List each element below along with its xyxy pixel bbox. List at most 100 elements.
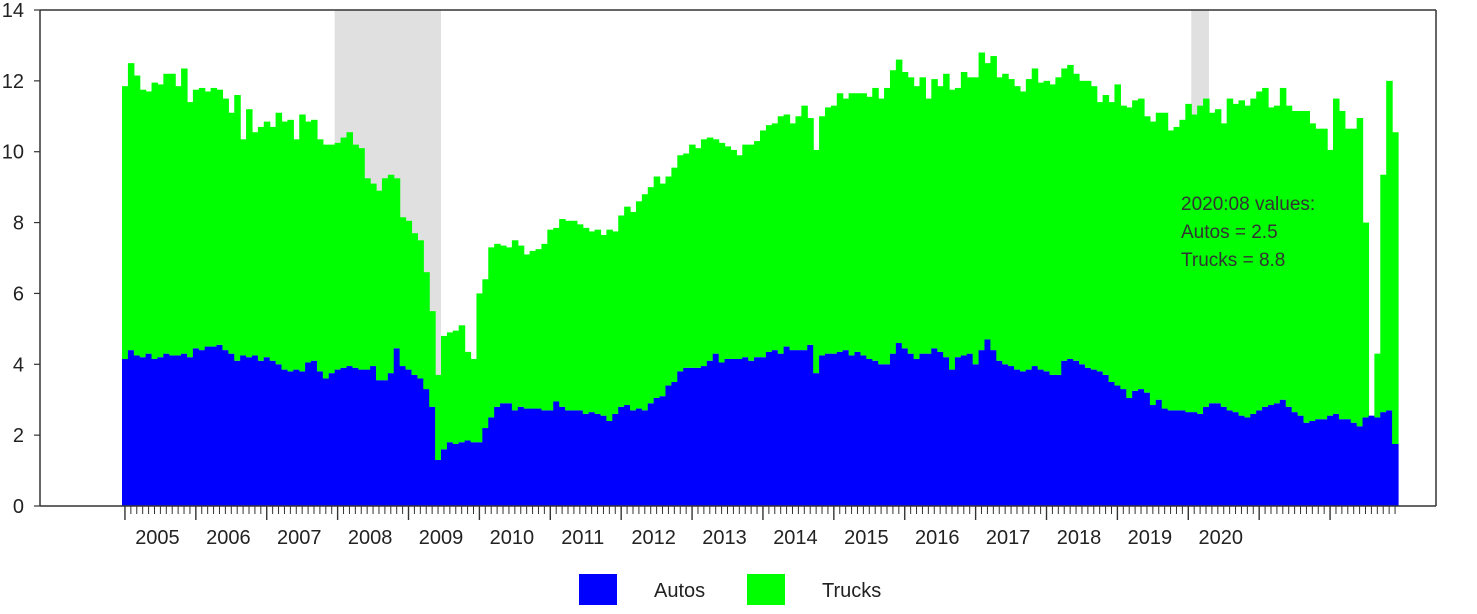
bar-autos [919, 353, 927, 506]
bar-trucks [1273, 105, 1281, 404]
bar-autos [169, 355, 176, 506]
bar-autos [1173, 410, 1181, 506]
bar-autos [624, 405, 631, 506]
bar-autos [565, 410, 572, 506]
x-tick-label-year: 2010 [490, 527, 535, 549]
bar-trucks [423, 272, 430, 390]
bar-autos [364, 369, 371, 506]
bar-autos [1025, 369, 1033, 506]
bar-autos [925, 353, 932, 506]
bar-autos [1327, 415, 1334, 506]
bar-autos [299, 371, 306, 506]
bar-trucks [972, 77, 980, 365]
bar-trucks [683, 153, 690, 368]
bar-autos [830, 353, 838, 506]
bar-autos [860, 355, 867, 506]
bar-autos [1149, 405, 1157, 506]
bar-autos [1392, 444, 1399, 506]
bar-autos [458, 442, 466, 506]
bar-trucks [588, 231, 596, 413]
bar-trucks [925, 98, 932, 354]
bar-trucks [417, 240, 424, 379]
bar-trucks [671, 167, 678, 382]
bar-trucks [122, 86, 129, 359]
bar-autos [269, 360, 277, 506]
bar-trucks [1043, 80, 1051, 372]
bar-trucks [659, 183, 667, 397]
bar-autos [943, 357, 950, 506]
bar-autos [275, 364, 283, 506]
bar-trucks [376, 190, 383, 381]
x-tick-label-year: 2020 [1199, 527, 1244, 549]
bar-trucks [435, 374, 442, 460]
bar-trucks [1386, 80, 1393, 411]
bars [122, 52, 1399, 506]
bar-trucks [777, 116, 785, 354]
bar-trucks [399, 217, 407, 367]
bar-trucks [1079, 80, 1086, 365]
bar-trucks [1327, 149, 1334, 416]
bar-autos [1061, 360, 1068, 506]
bar-autos [789, 350, 797, 506]
bar-trucks [1073, 73, 1080, 361]
bar-autos [1073, 360, 1080, 506]
bar-autos [151, 358, 159, 506]
annotation-line-1: 2020:08 values: [1181, 194, 1315, 215]
bar-autos [854, 351, 862, 506]
bar-autos [1208, 403, 1216, 506]
bar-autos [145, 353, 153, 506]
bar-trucks [1037, 82, 1045, 370]
bar-trucks [1002, 73, 1009, 365]
bar-autos [777, 353, 785, 506]
bar-autos [819, 355, 826, 506]
bar-trucks [1279, 87, 1287, 400]
x-tick-label-year: 2006 [206, 527, 251, 549]
bar-trucks [1350, 128, 1358, 423]
bar-trucks [1303, 110, 1310, 423]
bar-autos [748, 360, 755, 506]
bar-autos [736, 358, 743, 506]
bar-autos [1315, 419, 1322, 506]
bar-autos [795, 350, 802, 506]
bar-trucks [730, 149, 737, 359]
bar-trucks [1061, 68, 1068, 361]
bar-autos [1079, 364, 1086, 506]
bar-autos [1019, 371, 1027, 506]
bar-trucks [441, 335, 448, 450]
bar-autos [500, 403, 507, 506]
bar-autos [901, 348, 909, 506]
bar-trucks [836, 93, 844, 352]
bar-autos [677, 371, 684, 506]
y-tick-label: 14 [2, 0, 24, 22]
bar-trucks [878, 98, 885, 365]
x-tick-label-year: 2012 [631, 527, 676, 549]
bar-trucks [872, 87, 879, 361]
bar-autos [878, 364, 885, 506]
bar-trucks [175, 86, 182, 356]
bar-trucks [901, 72, 909, 349]
x-tick-label-year: 2018 [1057, 527, 1102, 549]
bar-trucks [960, 72, 968, 356]
bar-trucks [1392, 132, 1399, 444]
bar-autos [192, 348, 200, 506]
bar-autos [771, 350, 779, 506]
y-tick-label: 4 [13, 354, 24, 376]
bar-autos [316, 371, 324, 506]
bar-trucks [884, 87, 891, 365]
bar-trucks [505, 247, 513, 404]
bar-trucks [612, 231, 619, 414]
x-tick-label-year: 2017 [986, 527, 1031, 549]
bar-trucks [535, 249, 543, 409]
bar-trucks [665, 176, 672, 386]
bar-autos [322, 378, 330, 506]
bar-autos [470, 442, 478, 506]
bar-trucks [151, 82, 159, 359]
bar-trucks [488, 247, 495, 418]
bar-autos [824, 353, 832, 506]
bar-autos [139, 357, 147, 506]
bar-trucks [517, 245, 525, 407]
bar-trucks [1132, 100, 1139, 391]
bar-trucks [494, 243, 501, 407]
bar-trucks [429, 311, 436, 407]
bar-trucks [470, 358, 478, 443]
